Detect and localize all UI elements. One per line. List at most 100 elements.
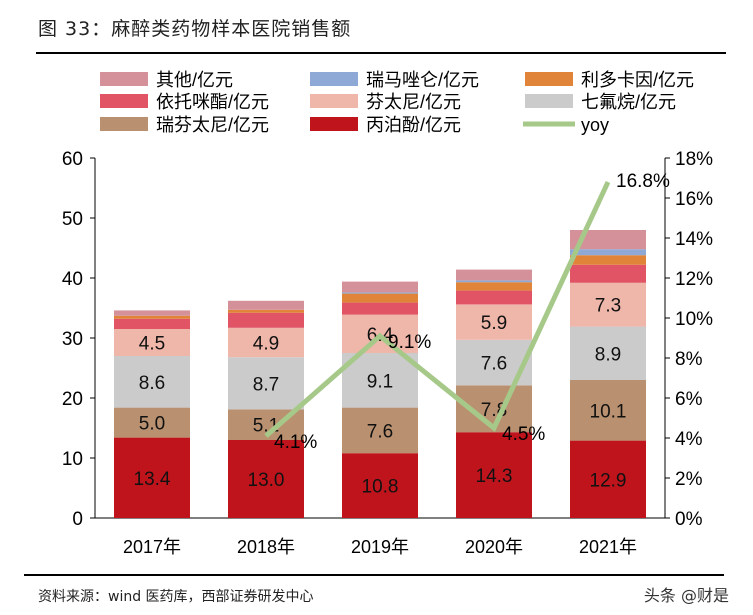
legend-swatch — [310, 94, 358, 108]
chart: 0 10 20 30 40 50 60 0% 2% 4% 6% 8% 10% 12% 14% 16% 18% 20… — [62, 70, 713, 557]
bar-segment — [342, 292, 418, 294]
y-tick-label: 10 — [62, 449, 83, 470]
yoy-label: 4.1% — [274, 432, 317, 453]
bar-segment — [228, 309, 304, 313]
figure-title: 图 33：麻醉类药物样本医院销售额 — [38, 18, 352, 40]
bar-label: 10.1 — [590, 401, 627, 422]
bar-segment — [228, 300, 304, 310]
bar-segment — [342, 293, 418, 303]
bar-label: 8.6 — [139, 373, 165, 394]
bar-segment — [114, 310, 190, 316]
y2-tick-label: 14% — [675, 229, 713, 250]
bar-segment — [114, 356, 190, 408]
x-tick-label: 2017年 — [123, 537, 181, 557]
bar-segment — [114, 437, 190, 518]
y-tick-label: 30 — [62, 329, 83, 350]
legend-label: 芬太尼/亿元 — [366, 92, 461, 112]
bar-segment — [228, 312, 304, 328]
bar-segment — [114, 318, 190, 329]
y-tick-label: 20 — [62, 389, 83, 410]
y2-tick-label: 10% — [675, 309, 713, 330]
y-tick-label: 40 — [62, 269, 83, 290]
bar-segment — [228, 357, 304, 410]
y-tick-label: 50 — [62, 209, 83, 230]
legend-swatch — [310, 72, 358, 86]
legend-swatch — [100, 94, 148, 108]
bar-segment — [342, 453, 418, 518]
bar-label: 14.3 — [476, 466, 513, 487]
legend-label: 依托咪酯/亿元 — [156, 92, 269, 112]
y2-tick-label: 6% — [675, 389, 703, 410]
bar-label: 5.0 — [139, 414, 165, 435]
bar-segment — [456, 282, 532, 291]
x-tick-label: 2021年 — [579, 537, 637, 557]
bar-segment — [228, 327, 304, 358]
legend-swatch — [100, 117, 148, 131]
bar-segment — [456, 290, 532, 305]
yoy-line — [264, 180, 611, 438]
legend-label: 丙泊酚/亿元 — [366, 115, 461, 135]
y2-tick-label: 0% — [675, 509, 703, 530]
bar-segment — [570, 326, 646, 380]
bar-segment — [570, 282, 646, 327]
divider — [36, 52, 726, 54]
bar-segment — [570, 440, 646, 518]
bar-segment — [570, 380, 646, 441]
legend-label: 瑞芬太尼/亿元 — [156, 115, 269, 135]
bar-label: 13.0 — [248, 470, 285, 491]
y2-tick-label: 12% — [675, 269, 713, 290]
bar-label: 13.4 — [134, 469, 171, 490]
bar-segment — [456, 269, 532, 281]
bar-segment — [114, 315, 190, 319]
legend-label: yoy — [581, 115, 609, 135]
bar-label: 4.9 — [253, 334, 279, 355]
yoy-label: 4.5% — [502, 424, 545, 445]
bar-label: 5.9 — [481, 313, 507, 334]
x-tick-label: 2018年 — [237, 537, 295, 557]
yoy-label: 9.1% — [388, 332, 431, 353]
source-note: 资料来源：wind 医药库，西部证券研发中心 — [38, 589, 314, 605]
bar-segment — [570, 230, 646, 250]
legend-label: 七氟烷/亿元 — [581, 92, 676, 112]
y2-tick-label: 2% — [675, 469, 703, 490]
bar-segment — [456, 280, 532, 283]
bar-label: 8.9 — [595, 344, 621, 365]
bar-segment — [114, 407, 190, 438]
y-tick-label: 0 — [72, 509, 83, 530]
bar-segment — [570, 264, 646, 283]
bar-segment — [456, 304, 532, 340]
bar-label: 4.5 — [139, 334, 165, 355]
bar-label: 9.1 — [367, 371, 393, 392]
bar-label: 12.9 — [590, 470, 627, 491]
legend-label: 瑞马唑仑/亿元 — [366, 70, 479, 90]
bar-segment — [342, 407, 418, 454]
bar-label: 8.7 — [253, 374, 279, 395]
x-tick-label: 2020年 — [465, 537, 523, 557]
legend-swatch — [310, 117, 358, 131]
legend-swatch — [525, 94, 573, 108]
bar-label: 7.3 — [595, 296, 621, 317]
y2-tick-label: 8% — [675, 349, 703, 370]
bar-segment — [228, 440, 304, 518]
bar-segment — [570, 249, 646, 256]
y-tick-label: 60 — [62, 149, 83, 170]
x-tick-label: 2019年 — [351, 537, 409, 557]
yoy-label: 16.8% — [616, 171, 670, 192]
y2-tick-label: 16% — [675, 189, 713, 210]
y2-tick-label: 18% — [675, 149, 713, 170]
bar-label: 7.6 — [481, 354, 507, 375]
bar-segment — [570, 255, 646, 265]
watermark: 头条 @财是 — [643, 586, 729, 605]
bar-segment — [342, 281, 418, 293]
divider — [24, 574, 724, 576]
y2-tick-label: 4% — [675, 429, 703, 450]
bar-label: 10.8 — [362, 477, 399, 498]
bar-segment — [342, 302, 418, 315]
legend-swatch — [525, 72, 573, 86]
bar-segment — [114, 329, 190, 356]
legend-label: 利多卡因/亿元 — [581, 70, 694, 90]
legend-swatch — [100, 72, 148, 86]
bar-segment — [456, 432, 532, 518]
bar-segment — [342, 353, 418, 408]
